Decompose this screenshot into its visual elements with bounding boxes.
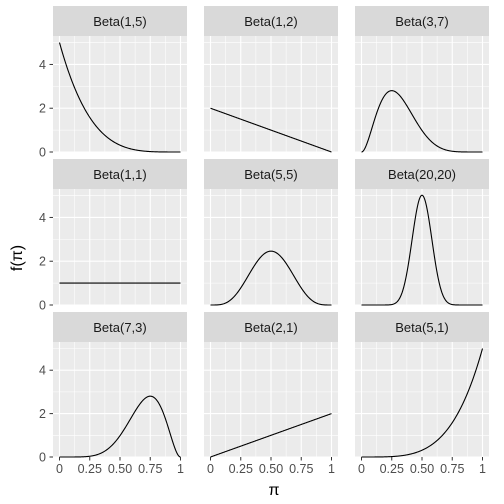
x-tick-label: 1 <box>328 462 335 476</box>
facet-strip <box>355 159 489 189</box>
facet-panels: Beta(1,5) Beta(1,2) Beta(3,7) Beta(1,1) Beta… <box>53 6 489 458</box>
x-tick-label: 0.25 <box>229 462 253 476</box>
facet-panel: Beta(1,2) <box>204 6 338 153</box>
facet-panel: Beta(2,1) <box>204 312 338 458</box>
facet-strip-label: Beta(1,5) <box>93 14 146 29</box>
facet-strip-label: Beta(2,1) <box>244 320 297 335</box>
y-tick-label: 0 <box>39 451 46 465</box>
y-tick-label: 4 <box>39 211 46 225</box>
x-tick-label: 0 <box>207 462 214 476</box>
facet-panel: Beta(5,5) <box>204 159 338 306</box>
facet-strip <box>204 312 338 342</box>
facet-strip-label: Beta(5,1) <box>395 320 448 335</box>
facet-strip-label: Beta(1,1) <box>93 167 146 182</box>
x-tick-label: 0 <box>56 462 63 476</box>
density-curve <box>210 107 332 153</box>
facet-panel: Beta(5,1) <box>355 312 489 458</box>
x-tick-label: 1 <box>177 462 184 476</box>
y-tick-label: 4 <box>39 364 46 378</box>
x-tick-label: 0.50 <box>410 462 434 476</box>
facet-strip <box>53 159 187 189</box>
x-tick-label: 0 <box>358 462 365 476</box>
facet-panel: Beta(7,3) <box>53 312 187 458</box>
facet-strip <box>204 6 338 36</box>
facet-strip <box>53 6 187 36</box>
density-curve <box>361 348 484 458</box>
density-curve <box>361 194 483 306</box>
facet-strip-label: Beta(3,7) <box>395 14 448 29</box>
facet-strip <box>53 312 187 342</box>
y-tick-label: 4 <box>39 58 46 72</box>
facet-strip <box>355 6 489 36</box>
density-curve <box>210 413 332 458</box>
y-tick-label: 2 <box>39 255 46 269</box>
x-tick-label: 0.50 <box>108 462 132 476</box>
x-tick-label: 0.75 <box>289 462 313 476</box>
facet-panel: Beta(20,20) <box>355 159 489 306</box>
facet-strip <box>355 312 489 342</box>
facet-strip <box>204 159 338 189</box>
facet-panel: Beta(1,5) <box>53 6 187 153</box>
y-tick-label: 2 <box>39 407 46 421</box>
x-tick-label: 0.25 <box>380 462 404 476</box>
x-axis-title: π <box>268 482 279 499</box>
y-axis-title: f(π) <box>9 245 26 271</box>
y-tick-label: 2 <box>39 102 46 116</box>
density-curve <box>361 90 483 153</box>
facet-strip-label: Beta(7,3) <box>93 320 146 335</box>
x-tick-label: 0.50 <box>259 462 283 476</box>
x-tick-label: 0.75 <box>440 462 464 476</box>
facet-panel: Beta(3,7) <box>355 6 489 153</box>
density-curve <box>59 395 181 458</box>
x-tick-label: 0.25 <box>78 462 102 476</box>
facet-strip-label: Beta(20,20) <box>388 167 456 182</box>
y-tick-label: 0 <box>39 299 46 313</box>
facet-strip-label: Beta(1,2) <box>244 14 297 29</box>
density-curve <box>210 250 332 306</box>
axes: 0 2 4 0 2 4 0 2 4 0 0.25 0.50 0.75 1 0 0.25 0.50 0.75 1 0 0.… <box>39 58 486 476</box>
x-tick-label: 0.75 <box>138 462 162 476</box>
facet-strip-label: Beta(5,5) <box>244 167 297 182</box>
facet-panel: Beta(1,1) <box>53 159 187 306</box>
x-tick-label: 1 <box>479 462 486 476</box>
y-tick-label: 0 <box>39 146 46 160</box>
density-curve <box>58 42 181 153</box>
